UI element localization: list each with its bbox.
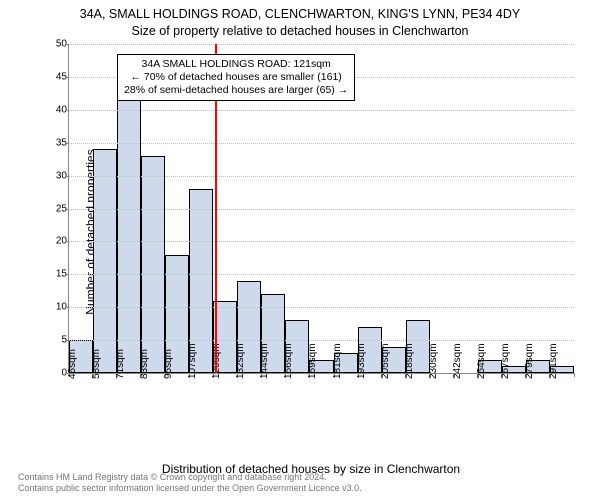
- x-tick-label: 291sqm: [548, 343, 559, 379]
- y-tick-label: 50: [45, 39, 67, 50]
- title-line-2: Size of property relative to detached ho…: [0, 23, 600, 40]
- x-tick-label: 95sqm: [163, 349, 174, 379]
- gridline: [69, 176, 574, 177]
- y-tick-label: 30: [45, 170, 67, 181]
- x-tick-label: 156sqm: [283, 343, 294, 379]
- gridline: [69, 110, 574, 111]
- x-tick-label: 193sqm: [356, 343, 367, 379]
- y-tick-label: 15: [45, 269, 67, 280]
- y-tick-label: 40: [45, 104, 67, 115]
- x-tick-label: 58sqm: [91, 349, 102, 379]
- x-tick-label: 181sqm: [332, 343, 343, 379]
- x-tick-label: 144sqm: [259, 343, 270, 379]
- y-tick-label: 35: [45, 137, 67, 148]
- annotation-box: 34A SMALL HOLDINGS ROAD: 121sqm← 70% of …: [117, 54, 355, 101]
- title-line-1: 34A, SMALL HOLDINGS ROAD, CLENCHWARTON, …: [0, 6, 600, 23]
- y-tick-mark: [65, 340, 69, 341]
- footer: Contains HM Land Registry data © Crown c…: [18, 472, 362, 495]
- x-tick-label: 279sqm: [524, 343, 535, 379]
- gridline: [69, 274, 574, 275]
- y-tick-mark: [65, 44, 69, 45]
- y-tick-mark: [65, 209, 69, 210]
- gridline: [69, 307, 574, 308]
- x-tick-mark: [574, 373, 575, 377]
- x-tick-label: 107sqm: [187, 343, 198, 379]
- y-tick-mark: [65, 307, 69, 308]
- y-tick-mark: [65, 241, 69, 242]
- y-tick-label: 20: [45, 236, 67, 247]
- footer-line-2: Contains public sector information licen…: [18, 483, 362, 494]
- y-tick-label: 25: [45, 203, 67, 214]
- y-tick-label: 5: [45, 335, 67, 346]
- annotation-line: 28% of semi-detached houses are larger (…: [124, 84, 348, 97]
- x-tick-label: 169sqm: [307, 343, 318, 379]
- annotation-line: 34A SMALL HOLDINGS ROAD: 121sqm: [124, 58, 348, 71]
- y-tick-mark: [65, 274, 69, 275]
- y-tick-mark: [65, 176, 69, 177]
- x-tick-label: 205sqm: [380, 343, 391, 379]
- x-tick-label: 267sqm: [500, 343, 511, 379]
- y-tick-label: 10: [45, 302, 67, 313]
- x-tick-label: 242sqm: [452, 343, 463, 379]
- histogram-bar: [117, 97, 141, 373]
- annotation-line: ← 70% of detached houses are smaller (16…: [124, 71, 348, 84]
- gridline: [69, 209, 574, 210]
- y-tick-mark: [65, 77, 69, 78]
- gridline: [69, 44, 574, 45]
- y-tick-label: 0: [45, 368, 67, 379]
- x-tick-label: 46sqm: [67, 349, 78, 379]
- y-tick-mark: [65, 110, 69, 111]
- plot-area: Number of detached properties 0510152025…: [42, 44, 580, 420]
- gridline: [69, 241, 574, 242]
- chart-title-block: 34A, SMALL HOLDINGS ROAD, CLENCHWARTON, …: [0, 0, 600, 40]
- y-tick-mark: [65, 143, 69, 144]
- y-tick-label: 45: [45, 71, 67, 82]
- x-tick-label: 218sqm: [404, 343, 415, 379]
- x-tick-label: 71sqm: [115, 349, 126, 379]
- footer-line-1: Contains HM Land Registry data © Crown c…: [18, 472, 362, 483]
- x-tick-label: 83sqm: [139, 349, 150, 379]
- x-tick-label: 132sqm: [235, 343, 246, 379]
- x-tick-label: 254sqm: [476, 343, 487, 379]
- gridline: [69, 143, 574, 144]
- plot: 0510152025303540455046sqm58sqm71sqm83sqm…: [68, 44, 574, 374]
- x-tick-label: 230sqm: [428, 343, 439, 379]
- gridline: [69, 340, 574, 341]
